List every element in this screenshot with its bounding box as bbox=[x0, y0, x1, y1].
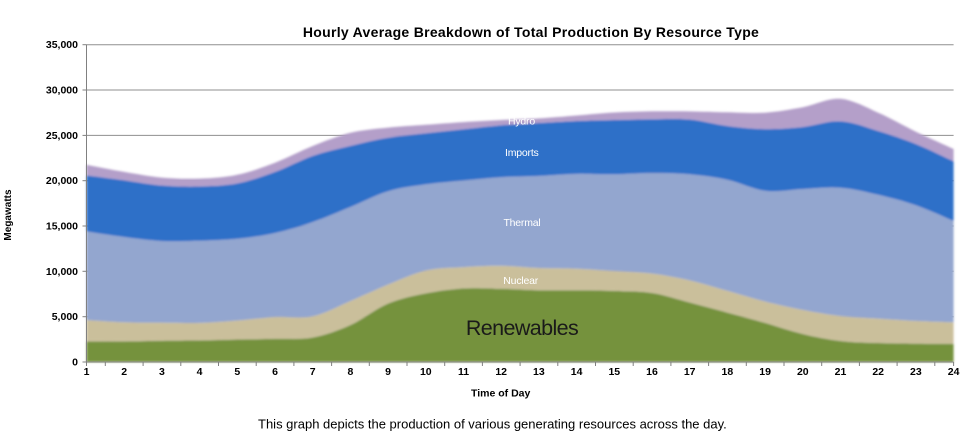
svg-text:14: 14 bbox=[571, 366, 583, 378]
svg-text:Thermal: Thermal bbox=[503, 217, 540, 229]
svg-text:15,000: 15,000 bbox=[46, 221, 78, 233]
svg-text:Nuclear: Nuclear bbox=[503, 275, 538, 287]
svg-text:10,000: 10,000 bbox=[46, 266, 78, 278]
svg-text:16: 16 bbox=[646, 366, 658, 378]
svg-text:Imports: Imports bbox=[505, 147, 539, 159]
svg-text:Megawatts: Megawatts bbox=[3, 189, 14, 241]
svg-text:This graph depicts the product: This graph depicts the production of var… bbox=[258, 417, 727, 432]
svg-text:12: 12 bbox=[495, 366, 507, 378]
svg-text:21: 21 bbox=[835, 366, 847, 378]
svg-text:8: 8 bbox=[347, 366, 353, 378]
svg-text:6: 6 bbox=[272, 366, 278, 378]
svg-text:17: 17 bbox=[684, 366, 696, 378]
svg-text:Renewables: Renewables bbox=[466, 316, 578, 340]
svg-text:30,000: 30,000 bbox=[46, 85, 78, 97]
svg-text:20,000: 20,000 bbox=[46, 175, 78, 187]
svg-text:Hourly Average Breakdown of To: Hourly Average Breakdown of Total Produc… bbox=[303, 24, 759, 40]
svg-text:23: 23 bbox=[910, 366, 922, 378]
svg-text:0: 0 bbox=[72, 357, 78, 369]
svg-text:4: 4 bbox=[197, 366, 203, 378]
svg-text:11: 11 bbox=[458, 366, 469, 378]
svg-text:22: 22 bbox=[872, 366, 884, 378]
svg-text:7: 7 bbox=[310, 366, 316, 378]
svg-text:5: 5 bbox=[234, 366, 240, 378]
svg-text:18: 18 bbox=[722, 366, 734, 378]
svg-text:13: 13 bbox=[533, 366, 545, 378]
svg-text:35,000: 35,000 bbox=[46, 39, 78, 51]
svg-text:5,000: 5,000 bbox=[52, 311, 78, 323]
svg-text:10: 10 bbox=[420, 366, 432, 378]
svg-text:15: 15 bbox=[608, 366, 620, 378]
svg-text:9: 9 bbox=[385, 366, 391, 378]
svg-text:Hydro: Hydro bbox=[508, 116, 535, 128]
svg-text:1: 1 bbox=[84, 366, 90, 378]
svg-text:25,000: 25,000 bbox=[46, 130, 78, 142]
svg-text:24: 24 bbox=[948, 366, 960, 378]
svg-text:19: 19 bbox=[759, 366, 771, 378]
svg-text:2: 2 bbox=[121, 366, 127, 378]
svg-text:20: 20 bbox=[797, 366, 809, 378]
svg-text:Time of Day: Time of Day bbox=[471, 388, 530, 400]
svg-text:3: 3 bbox=[159, 366, 165, 378]
